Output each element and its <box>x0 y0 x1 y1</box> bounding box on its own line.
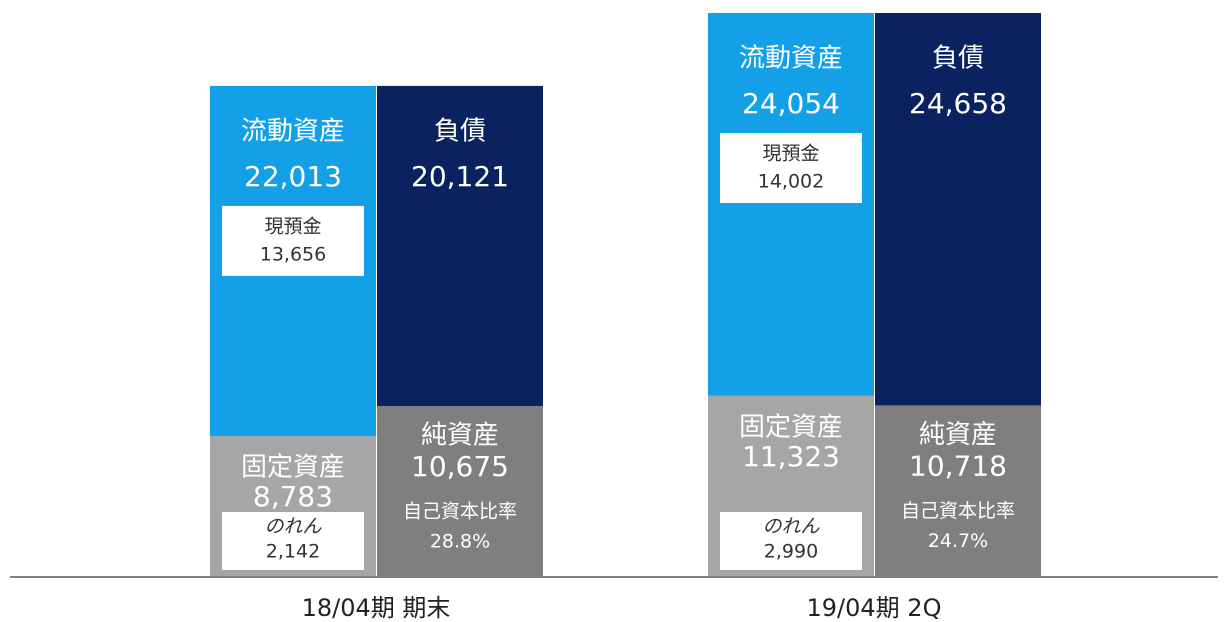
cash-value: 14,002 <box>758 171 824 193</box>
goodwill-box <box>720 512 862 570</box>
category-label: 19/04期 2Q <box>807 594 942 622</box>
bar-segment <box>708 13 874 396</box>
segment-name: 負債 <box>434 116 486 146</box>
cash-name: 現預金 <box>264 215 321 237</box>
bar-segment <box>875 405 1041 576</box>
segment-value: 24,658 <box>909 87 1007 120</box>
goodwill-value: 2,990 <box>764 541 818 563</box>
goodwill-box <box>222 512 364 570</box>
bar-segment <box>875 13 1041 406</box>
segment-name: 流動資産 <box>241 116 345 146</box>
bar-segment <box>377 85 543 407</box>
goodwill-name: のれん <box>264 516 322 538</box>
goodwill-name: のれん <box>762 516 820 538</box>
ratio-value: 28.8% <box>430 531 490 553</box>
goodwill-value: 2,142 <box>266 541 320 563</box>
segment-name: 負債 <box>932 44 984 74</box>
cash-value: 13,656 <box>260 243 326 265</box>
ratio-value: 24.7% <box>928 530 988 552</box>
segment-name: 純資産 <box>421 421 499 451</box>
segment-value: 20,121 <box>411 160 509 193</box>
category-label: 18/04期 期末 <box>302 594 451 622</box>
bar-segment <box>377 406 543 576</box>
ratio-name: 自己資本比率 <box>403 501 517 523</box>
segment-name: 固定資産 <box>739 412 843 442</box>
segment-name: 流動資産 <box>739 44 843 74</box>
cash-name: 現預金 <box>762 143 819 165</box>
segment-value: 24,054 <box>742 87 840 120</box>
segment-value: 11,323 <box>742 440 840 473</box>
cash-box <box>720 133 862 203</box>
segment-value: 10,675 <box>411 450 509 483</box>
segment-value: 10,718 <box>909 449 1007 482</box>
ratio-name: 自己資本比率 <box>901 500 1015 522</box>
cash-box <box>222 205 364 276</box>
segment-value: 8,783 <box>253 480 333 513</box>
segment-name: 固定資産 <box>241 453 345 483</box>
segment-name: 純資産 <box>919 420 997 450</box>
segment-value: 22,013 <box>244 160 342 193</box>
